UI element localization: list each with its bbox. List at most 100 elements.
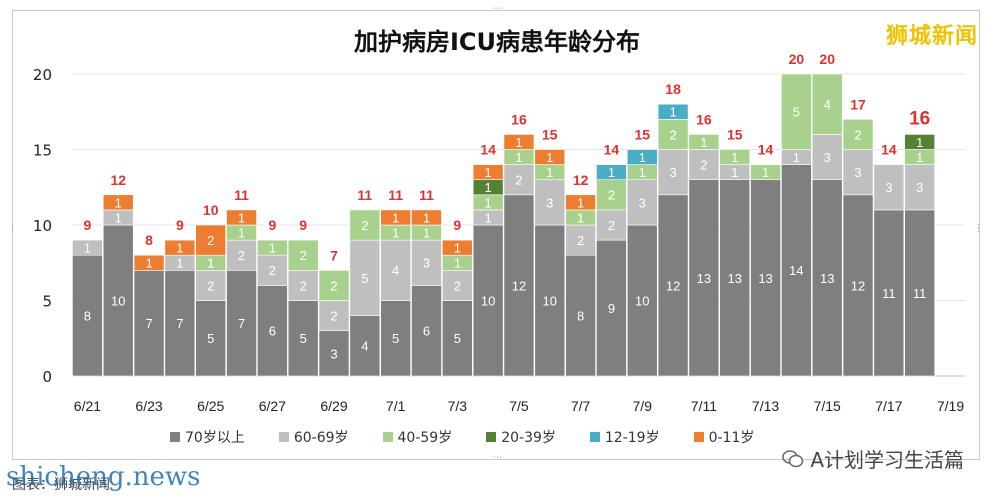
watermark-right-text: A计划学习生活篇 [810, 448, 964, 472]
segment-value-label: 14 [789, 263, 803, 278]
bar-segment [503, 134, 535, 150]
total-value-label: 16 [696, 111, 712, 127]
legend-swatch [170, 432, 180, 442]
segment-value-label: 12 [666, 278, 680, 293]
segment-value-label: 1 [392, 225, 399, 240]
legend-label: 60-69岁 [293, 430, 349, 446]
y-tick-label: 15 [33, 142, 52, 160]
y-tick-label: 20 [33, 66, 52, 84]
x-tick-label: 6/25 [197, 398, 224, 414]
segment-value-label: 1 [639, 165, 646, 180]
legend-item: 40-59岁 [382, 427, 452, 447]
bar-segment [842, 119, 874, 150]
segment-value-label: 1 [176, 256, 183, 271]
bar-segment [411, 285, 442, 377]
bar-segment [349, 209, 381, 241]
bar-segment [72, 254, 103, 377]
segment-value-label: 1 [916, 150, 923, 165]
segment-value-label: 2 [238, 248, 245, 263]
bar-segment [688, 179, 720, 377]
segment-value-label: 6 [269, 324, 276, 339]
bar-segment [287, 300, 319, 377]
resize-handle-left[interactable]: ⋮ [8, 224, 17, 234]
segment-value-label: 1 [546, 150, 553, 165]
total-value-label: 18 [665, 81, 681, 97]
total-value-label: 12 [573, 172, 589, 188]
segment-value-label: 5 [392, 331, 399, 346]
segment-value-label: 1 [639, 150, 646, 165]
segment-value-label: 8 [84, 309, 91, 324]
segment-value-label: 1 [115, 195, 122, 210]
segment-value-label: 1 [423, 210, 430, 225]
total-value-label: 9 [176, 217, 184, 233]
bar-segment [380, 209, 411, 226]
x-tick-label: 7/11 [691, 398, 717, 414]
bar-segment [719, 179, 751, 377]
brand-logo-top: 狮城新闻 [885, 24, 978, 49]
legend-swatch [278, 432, 289, 442]
segment-value-label: 1 [515, 150, 522, 165]
segment-value-label: 2 [608, 188, 615, 203]
bar-segment [626, 179, 658, 226]
bar-segment [534, 179, 566, 226]
segment-value-label: 9 [608, 301, 615, 316]
bar-segment [657, 119, 689, 150]
bar-segment [565, 224, 596, 256]
bar-segment [811, 134, 843, 180]
x-tick-label: 6/23 [135, 398, 162, 414]
total-value-label: 16 [511, 111, 527, 127]
segment-value-label: 13 [697, 271, 711, 286]
total-value-label: 14 [881, 142, 897, 158]
segment-value-label: 1 [515, 135, 522, 150]
x-tick-label: 7/17 [875, 398, 902, 414]
segment-value-label: 4 [361, 339, 368, 354]
segment-value-label: 13 [820, 271, 834, 286]
segment-value-label: 1 [392, 210, 399, 225]
total-value-label: 11 [388, 187, 403, 203]
bar-segment [102, 194, 134, 211]
segment-value-label: 3 [885, 180, 892, 195]
total-value-label: 12 [110, 172, 126, 188]
bar-segment [596, 164, 627, 181]
segment-value-label: 2 [854, 127, 861, 142]
segment-value-label: 3 [423, 256, 430, 271]
total-value-label: 14 [604, 142, 620, 158]
resize-handle-right[interactable]: ⋮ [974, 224, 983, 234]
segment-value-label: 3 [854, 165, 861, 180]
segment-value-label: 2 [515, 173, 522, 188]
segment-value-label: 2 [669, 127, 676, 142]
segment-value-label: 1 [485, 210, 492, 225]
bar-segment [226, 209, 257, 226]
segment-value-label: 2 [330, 278, 337, 293]
total-value-label: 17 [850, 96, 866, 112]
total-value-label: 9 [453, 217, 461, 233]
y-tick-label: 5 [42, 293, 52, 311]
legend-swatch [486, 432, 497, 442]
segment-value-label: 5 [361, 271, 368, 286]
total-value-label: 16 [909, 108, 930, 129]
resize-handle-bottom[interactable]: ⋯ [493, 453, 502, 463]
legend-item: 70岁以上 [170, 427, 245, 447]
bar-segment [842, 149, 874, 196]
bar-segment [442, 269, 473, 301]
resize-handle-top[interactable]: ⋯ [493, 4, 502, 14]
x-tick-label: 6/29 [320, 398, 347, 414]
bar-segment [657, 103, 689, 120]
segment-value-label: 1 [207, 256, 214, 271]
segment-value-label: 2 [300, 278, 307, 293]
x-tick-label: 7/19 [937, 398, 964, 414]
segment-value-label: 1 [608, 165, 615, 180]
segment-value-label: 10 [635, 293, 649, 308]
bar-segment [657, 194, 689, 377]
y-tick-label: 0 [42, 368, 52, 386]
bar-segment [287, 239, 319, 271]
segment-value-label: 13 [728, 271, 742, 286]
segment-value-label: 5 [454, 331, 461, 346]
segment-value-label: 3 [916, 180, 923, 195]
bar-segment [133, 254, 165, 271]
segment-value-label: 11 [913, 286, 927, 301]
segment-value-label: 2 [577, 233, 584, 248]
chart-caption: 图表：狮城新闻 [12, 477, 110, 493]
segment-value-label: 1 [84, 241, 91, 256]
bar-segment [349, 315, 381, 377]
